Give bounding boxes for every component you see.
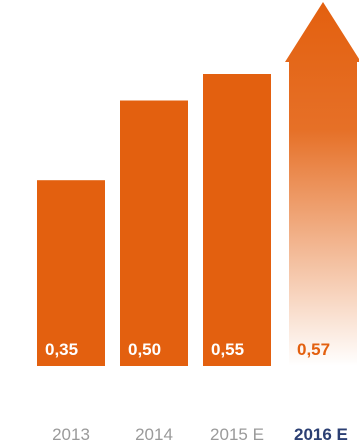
category-label-2013: 2013 bbox=[52, 425, 90, 444]
bar-arrow-2016-e bbox=[285, 2, 359, 366]
value-label-2015-e: 0,55 bbox=[211, 340, 244, 359]
bar-2013 bbox=[37, 180, 105, 366]
bar-2014 bbox=[120, 100, 188, 366]
category-label-2016-e: 2016 E bbox=[294, 425, 348, 444]
value-label-2016-e: 0,57 bbox=[297, 340, 330, 359]
value-label-2013: 0,35 bbox=[45, 340, 78, 359]
category-label-2014: 2014 bbox=[135, 425, 173, 444]
value-label-2014: 0,50 bbox=[128, 340, 161, 359]
category-label-2015-e: 2015 E bbox=[210, 425, 264, 444]
bar-2015-e bbox=[203, 74, 271, 366]
